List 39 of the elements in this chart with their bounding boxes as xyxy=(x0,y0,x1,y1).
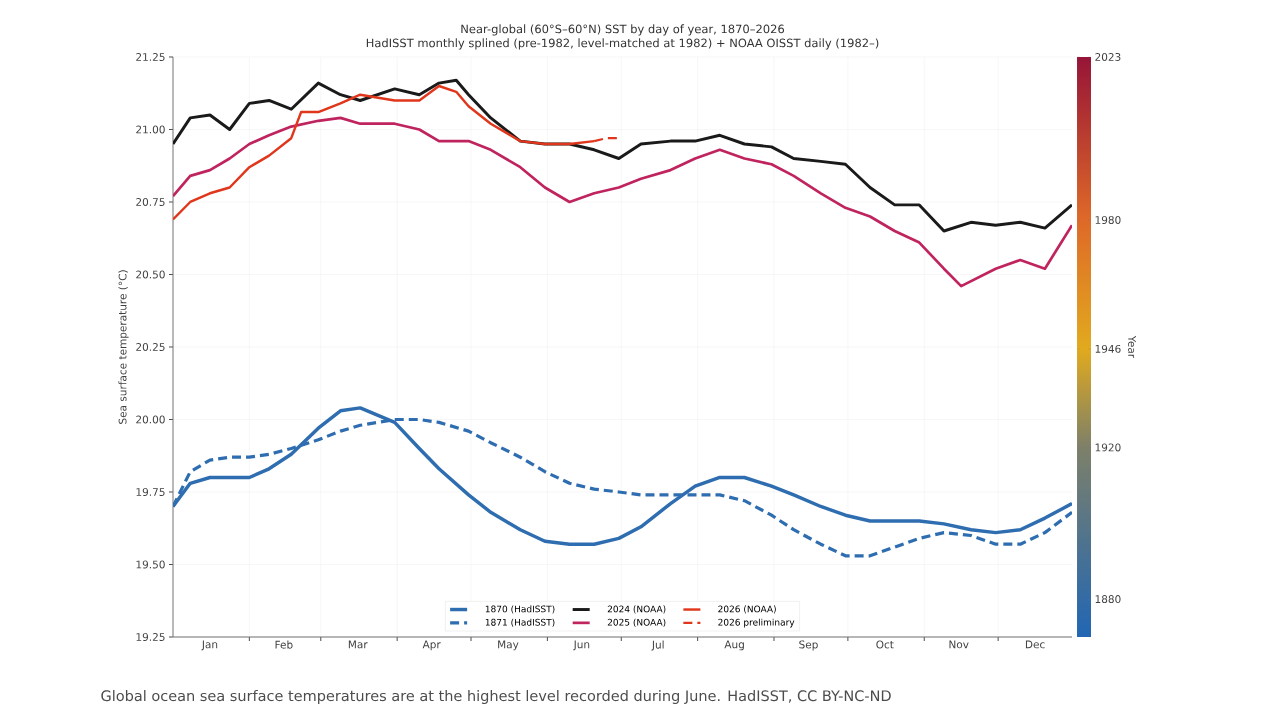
y-tick-label: 19.50 xyxy=(136,560,165,569)
legend-label: 2024 (NOAA) xyxy=(607,605,666,614)
legend-label: 2026 (NOAA) xyxy=(718,605,776,614)
legend-label: 2025 (NOAA) xyxy=(607,618,666,627)
line-series xyxy=(173,116,1073,288)
color-bar-label: 1946 xyxy=(1095,344,1121,353)
color-bar-label: 1980 xyxy=(1095,216,1121,224)
x-tick-label: May xyxy=(498,640,519,651)
x-tick-label: Aug xyxy=(724,640,744,651)
chart-subtitle: HadISST monthly splined (pre-1982, level-matched at 1982) + NOAA OISST daily (1982–) xyxy=(366,38,879,50)
y-tick-label: 20.50 xyxy=(136,270,165,279)
y-axis-title: Sea surface temperature (°C) xyxy=(118,270,129,424)
x-tick-label: Feb xyxy=(275,640,293,649)
legend-label: 1870 (HadISST) xyxy=(485,605,555,614)
y-tick-label: 19.25 xyxy=(136,633,165,641)
legend-label: 1871 (HadISST) xyxy=(485,618,555,627)
x-tick-label: Jan xyxy=(201,640,218,651)
color-bar-label: 2023 xyxy=(1095,53,1121,61)
x-tick-label: Jul xyxy=(651,640,664,651)
color-bar-label: 1880 xyxy=(1095,595,1121,604)
y-tick-label: 20.75 xyxy=(136,198,165,206)
text: Global ocean sea surface temperatures are at the highest level recorded during June. HadISST, CC BY-NC-ND xyxy=(101,689,891,705)
x-tick-label: Dec xyxy=(1025,640,1045,649)
legend-label: 2026 preliminary xyxy=(718,618,795,628)
color-bar-title: Year xyxy=(1128,335,1136,359)
color-bar-label: 1920 xyxy=(1095,443,1121,452)
x-tick-label: Nov xyxy=(949,640,969,649)
chart-title: Near-global (60°S–60°N) SST by day of year, 1870–2026 xyxy=(461,24,785,36)
y-tick-label: 20.25 xyxy=(136,343,165,351)
y-tick-label: 21.00 xyxy=(136,125,165,134)
y-tick-label: 19.75 xyxy=(136,488,165,496)
y-tick-label: 21.25 xyxy=(136,53,165,61)
x-tick-label: Oct xyxy=(876,640,894,649)
line-series xyxy=(173,78,1073,233)
x-tick-label: Sep xyxy=(799,640,818,651)
x-tick-label: Mar xyxy=(348,640,368,649)
x-tick-label: Apr xyxy=(422,640,441,651)
x-tick-label: Jun xyxy=(573,640,590,651)
y-tick-label: 20.00 xyxy=(136,415,165,424)
